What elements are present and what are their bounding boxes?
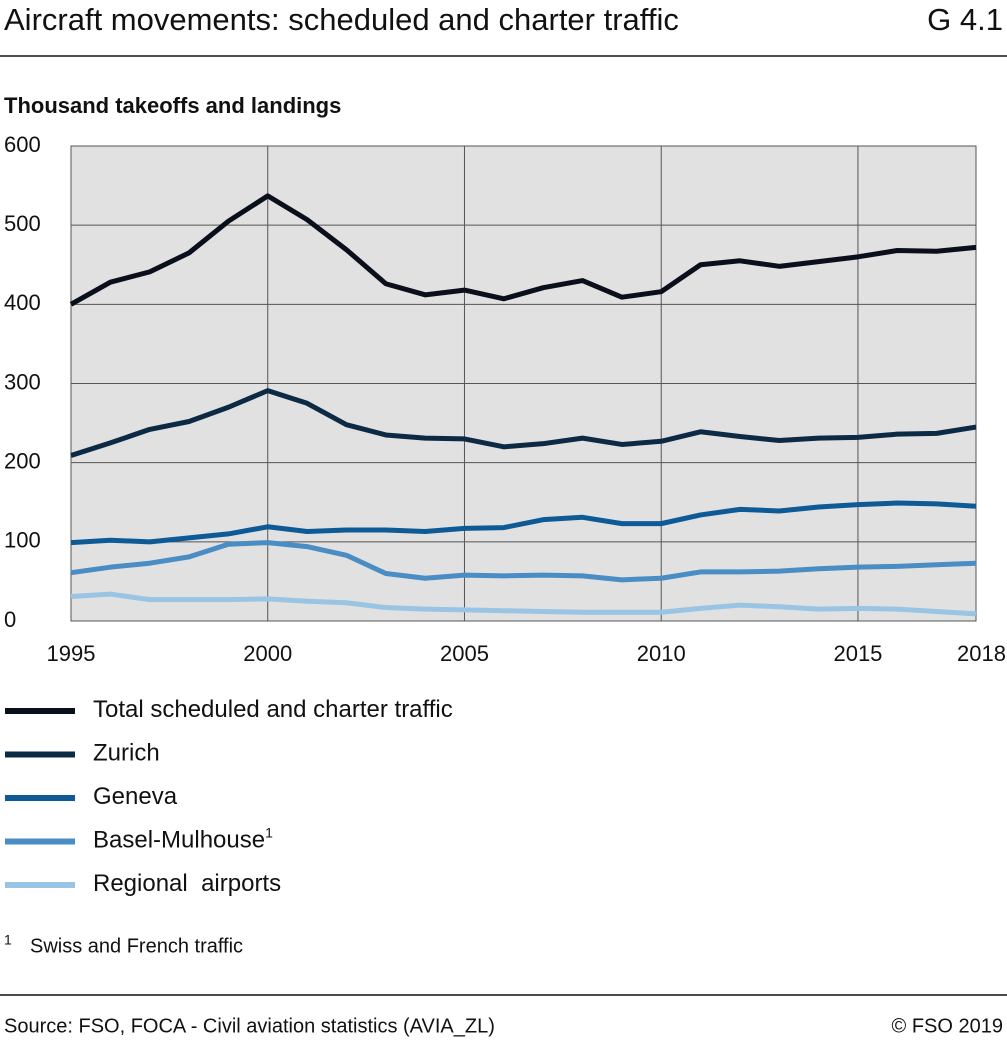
legend-label: Total scheduled and charter traffic: [93, 696, 453, 723]
y-axis-title: Thousand takeoffs and landings: [4, 93, 341, 118]
y-tick-label: 600: [4, 132, 41, 157]
legend-name: Basel-Mulhouse: [93, 827, 265, 854]
series-line: [69, 193, 977, 307]
copyright: © FSO 2019: [892, 1015, 1003, 1037]
x-tick-label: 2000: [243, 641, 292, 666]
series-line: [70, 388, 977, 458]
y-tick-label: 200: [4, 448, 41, 473]
y-tick-label: 0: [4, 607, 16, 632]
x-tick-label: 2015: [833, 641, 882, 666]
series-line: [70, 540, 977, 583]
series-line: [70, 500, 977, 546]
footnote-text: Swiss and French traffic: [30, 935, 243, 957]
x-tick-label: 2018: [957, 641, 1006, 666]
chart-code: G 4.1: [927, 2, 1003, 37]
legend-label: Regional airports: [93, 870, 281, 897]
legend-note: 1: [265, 824, 273, 840]
y-tick-label: 300: [4, 369, 41, 394]
y-tick-label: 400: [4, 290, 41, 315]
legend-label: Geneva: [93, 783, 178, 810]
legend-label: Basel-Mulhouse1: [93, 824, 273, 854]
source: Source: FSO, FOCA - Civil aviation stati…: [4, 1015, 495, 1037]
x-tick-label: 2005: [440, 641, 489, 666]
x-tick-label: 1995: [47, 641, 96, 666]
legend-name: Zurich: [93, 740, 160, 767]
legend-label: Zurich: [93, 740, 160, 767]
legend-name: Total scheduled and charter traffic: [93, 696, 453, 723]
series-line: [70, 591, 977, 617]
y-tick-label: 100: [4, 528, 41, 553]
legend-name: Geneva: [93, 783, 178, 810]
footnote-marker: 1: [4, 932, 12, 948]
y-tick-label: 500: [4, 211, 41, 236]
chart-title: Aircraft movements: scheduled and charte…: [4, 2, 679, 37]
x-tick-label: 2010: [637, 641, 686, 666]
legend-name: Regional airports: [93, 870, 281, 897]
